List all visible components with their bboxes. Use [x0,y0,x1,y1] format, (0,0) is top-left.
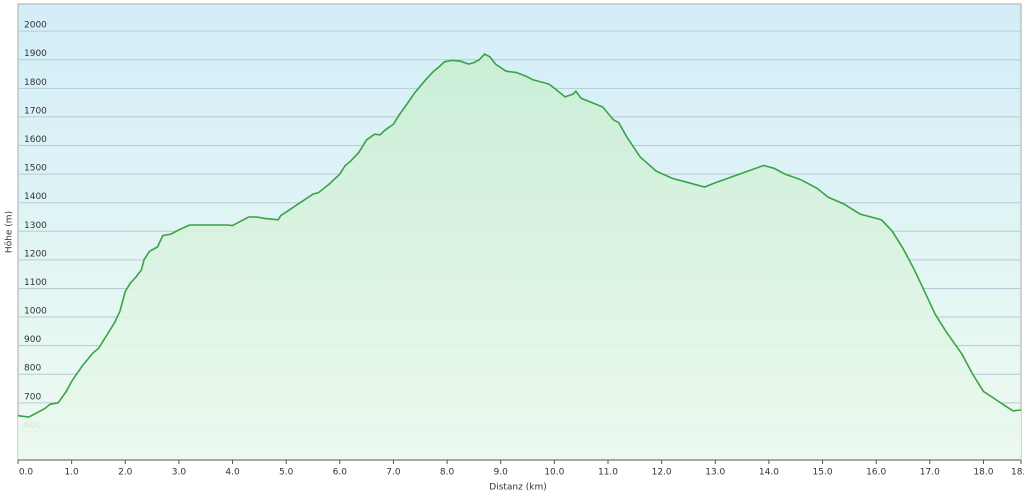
x-tick-label: 6.0 [333,468,348,478]
y-tick-label: 1500 [24,164,47,174]
x-tick-label: 14.0 [759,468,779,478]
x-tick-label: 9.0 [494,468,509,478]
elevation-line [17,53,1022,418]
x-tick-label: 15.0 [813,468,833,478]
x-tick-label: 16.0 [866,468,886,478]
x-tick-label: 10.0 [544,468,564,478]
x-axis-label: Distanz (km) [489,483,546,493]
x-tick-label: 13.0 [705,468,725,478]
x-tick-label: 5.0 [279,468,294,478]
y-tick-label: 1200 [24,249,47,259]
x-tick-label: 4.0 [225,468,240,478]
x-tick-label: 3.0 [172,468,187,478]
y-tick-label: 1100 [24,278,47,288]
y-tick-label: 1900 [24,49,47,59]
area-fill [18,54,1021,460]
y-tick-label: 1700 [24,106,47,116]
x-tick-label: 11.0 [598,468,618,478]
x-tick-label: 1.0 [64,468,79,478]
y-tick-label: 700 [24,392,41,402]
y-tick-label: 1000 [24,307,47,317]
x-tick-label: 2.0 [118,468,133,478]
y-tick-label: 1400 [24,192,47,202]
x-tick-label: 0.0 [19,468,34,478]
x-tick-label: 18.0 [973,468,993,478]
x-tick-label: 8.0 [440,468,455,478]
y-tick-label: 800 [24,364,41,374]
x-tick-label: 18.7 [1011,468,1024,478]
y-axis-label: Höhe (m) [5,211,15,253]
y-tick-label: 1800 [24,78,47,88]
x-tick-label: 7.0 [386,468,401,478]
y-tick-label: 1300 [24,221,47,231]
y-tick-label: 1600 [24,135,47,145]
y-tick-label: 900 [24,335,41,345]
x-tick-label: 17.0 [920,468,940,478]
x-tick-label: 12.0 [652,468,672,478]
y-tick-label: 2000 [24,21,47,31]
